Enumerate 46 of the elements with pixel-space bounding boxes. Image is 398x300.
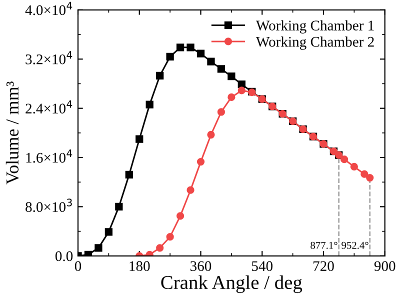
x-tick-label: 900: [374, 261, 396, 272]
point: [207, 58, 215, 66]
x-tick-label: 360: [190, 261, 212, 272]
annotation: 952.4°: [342, 242, 368, 249]
x-tick-label: 540: [252, 261, 273, 272]
point: [340, 156, 348, 164]
x-tick-label: 0: [74, 261, 82, 272]
point: [196, 50, 205, 58]
point: [186, 44, 194, 52]
x-axis-title: Crank Angle / deg: [161, 275, 302, 294]
point: [228, 93, 236, 102]
point: [207, 130, 215, 139]
point: [217, 108, 226, 116]
x-tick-label: 180: [130, 261, 150, 272]
y-tick-label: 4.0×10$^{4}$: [25, 2, 72, 16]
point: [176, 44, 184, 52]
point: [366, 174, 374, 182]
point: [176, 212, 184, 220]
point: [104, 228, 113, 236]
point: [238, 86, 246, 94]
legend-label: Working Chamber 2: [256, 36, 374, 50]
point: [238, 80, 246, 88]
point: [156, 244, 164, 252]
y-tick-label: 3.2×10$^{4}$: [26, 51, 72, 64]
point: [350, 162, 358, 171]
legend-label: Working Chamber 1: [256, 20, 374, 34]
point: [196, 158, 205, 166]
point: [360, 170, 368, 178]
point: [125, 170, 133, 179]
point: [186, 186, 194, 194]
point: [136, 135, 144, 143]
point: [156, 72, 164, 80]
y-tick-label: 8.0×10$^{3}$: [26, 198, 72, 212]
y-tick-label: 0.0: [55, 251, 73, 262]
y-axis-title: Volume / mm³: [6, 82, 19, 184]
y-tick-label: 1.6×10$^{4}$: [26, 150, 72, 163]
point: [115, 202, 123, 211]
point: [166, 233, 174, 241]
y-tick-label: 2.4×10$^{4}$: [26, 100, 72, 114]
point: [94, 244, 102, 252]
point: [228, 72, 236, 80]
point: [146, 100, 154, 108]
x-tick-label: 720: [314, 261, 334, 272]
point: [217, 65, 226, 73]
annotation: 877.1°: [310, 242, 338, 249]
point: [166, 52, 174, 60]
